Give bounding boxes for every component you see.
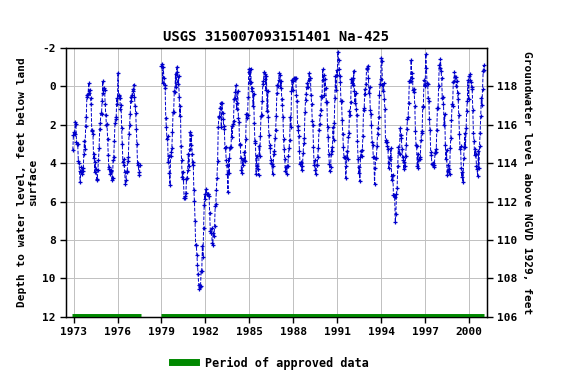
Title: USGS 315007093151401 Na-425: USGS 315007093151401 Na-425 xyxy=(164,30,389,44)
Y-axis label: Depth to water level, feet below land
surface: Depth to water level, feet below land su… xyxy=(17,58,38,307)
Y-axis label: Groundwater level above NGVD 1929, feet: Groundwater level above NGVD 1929, feet xyxy=(521,51,532,314)
Legend: Period of approved data: Period of approved data xyxy=(168,352,374,374)
